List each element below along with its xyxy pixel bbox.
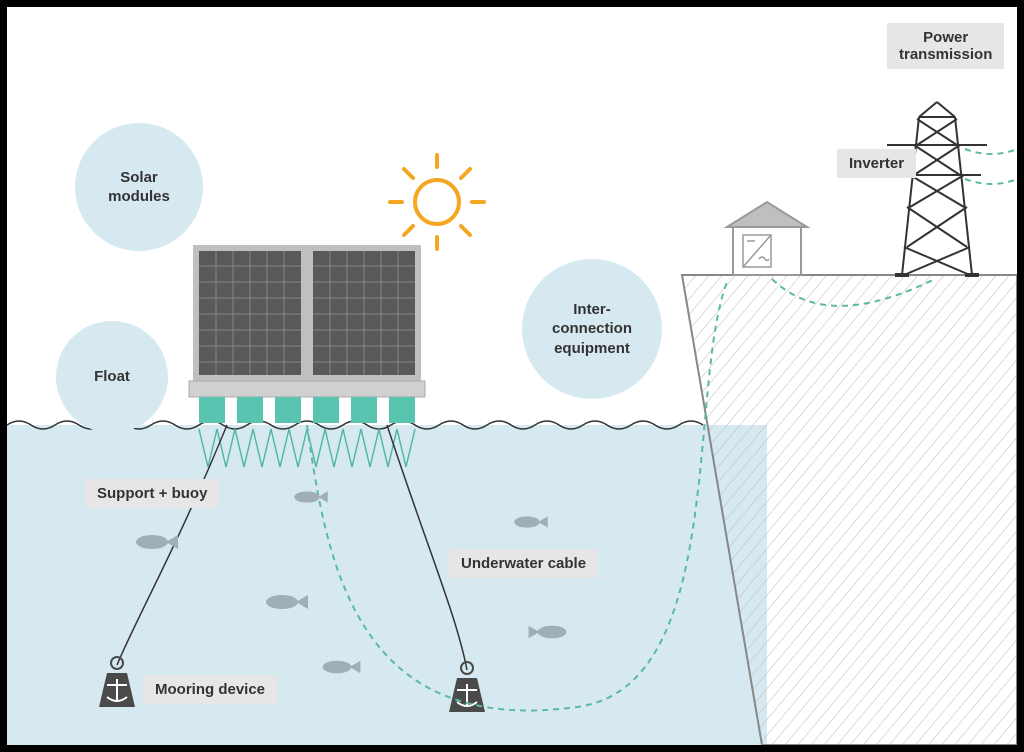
circle-float: Float [56,321,168,433]
solar-panel [193,245,421,381]
label-inverter: Inverter [837,149,916,178]
tx-line-2 [965,179,1017,184]
label-text: Inter- connection equipment [552,300,632,359]
circle-solar-modules: Solar modules [75,123,203,251]
sun-icon [390,155,484,249]
label-text: Solar modules [108,168,170,207]
tx-line-1 [965,149,1017,154]
label-mooring-device: Mooring device [143,675,277,704]
float-base [189,381,425,423]
transmission-tower [887,102,987,275]
circle-interconnection: Inter- connection equipment [522,259,662,399]
diagram-frame: Solar modules Float Inter- connection eq… [7,7,1017,745]
label-power-transmission: Power transmission [887,23,1004,69]
label-text: Float [94,367,130,387]
label-support-buoy: Support + buoy [85,479,219,508]
label-underwater-cable: Underwater cable [449,549,598,578]
inverter-building [727,202,807,275]
